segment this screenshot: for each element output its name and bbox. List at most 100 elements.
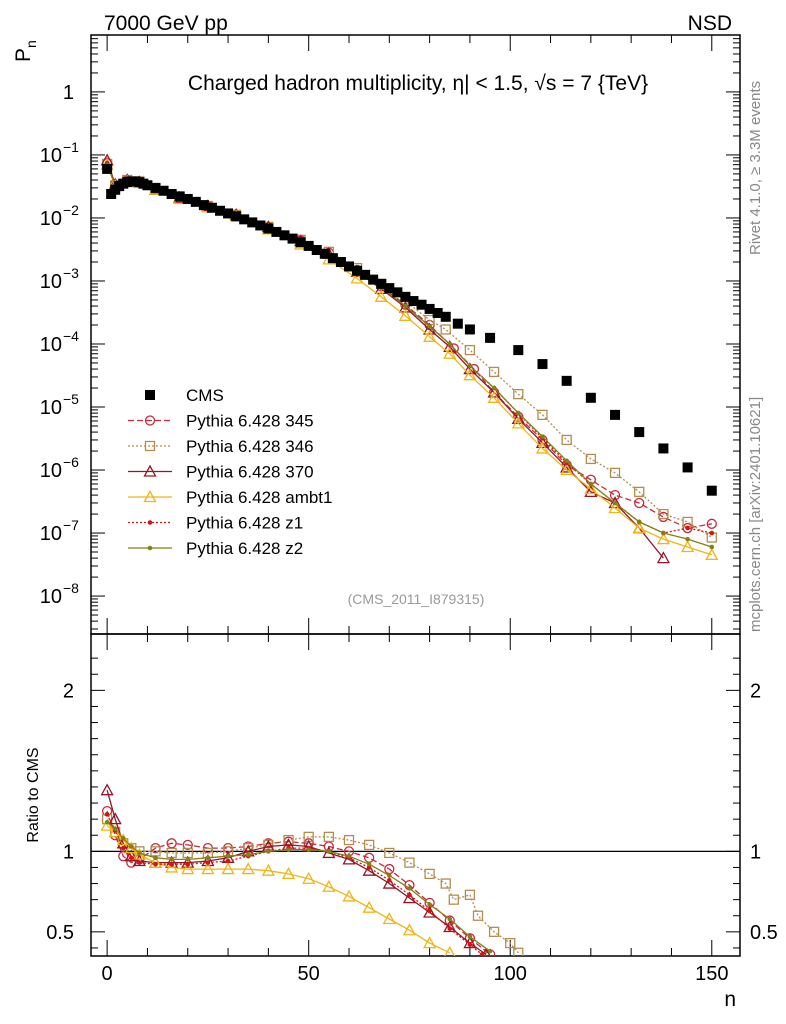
cms-point xyxy=(223,208,234,219)
ratio-line-ambt1 xyxy=(106,825,451,954)
ratio-y-tick-label: 2 xyxy=(63,680,74,702)
ratio-panel: 0 50 100 150 n Ratio to CMS 0.5 0.5 1 1 2 2 xyxy=(25,633,778,1011)
series-point-z1 xyxy=(709,530,715,536)
series-point-ambt1 xyxy=(423,329,437,342)
ratio-point-ambt1 xyxy=(221,862,235,875)
cms-point xyxy=(352,265,363,276)
legend-marker-z1 xyxy=(147,520,153,525)
ratio-point-ambt1 xyxy=(124,841,138,854)
ratio-point-z1 xyxy=(407,892,412,898)
ratio-point-p370 xyxy=(342,852,356,865)
legend-label-z2: Pythia 6.428 z2 xyxy=(186,539,303,558)
cms-point xyxy=(343,261,354,272)
ratio-point-ambt1 xyxy=(181,862,195,875)
series-point-ambt1 xyxy=(632,521,646,534)
ratio-point-ambt1 xyxy=(116,833,130,846)
ratio-point-z2 xyxy=(386,873,392,878)
ratio-point-z1 xyxy=(129,855,134,861)
ratio-point-p370 xyxy=(108,812,122,825)
ratio-point-p346 xyxy=(464,889,476,900)
series-point-z2 xyxy=(540,434,545,439)
cms-point xyxy=(182,193,193,204)
cms-point xyxy=(464,324,475,335)
ratio-point-z1 xyxy=(479,952,485,956)
ratio-point-z2 xyxy=(447,916,453,922)
series-point-z2 xyxy=(447,341,453,347)
ratio-point-p370 xyxy=(423,905,437,918)
cms-point xyxy=(102,163,113,174)
series-point-p346 xyxy=(658,508,669,520)
cms-point xyxy=(424,303,435,314)
cms-point xyxy=(158,185,169,196)
x-tick-label: 50 xyxy=(298,963,320,985)
series-point-ambt1 xyxy=(443,346,457,359)
ratio-point-p346 xyxy=(424,868,435,880)
ratio-point-p345 xyxy=(363,852,375,863)
ratio-point-z1 xyxy=(153,861,158,867)
cms-point xyxy=(400,291,411,302)
ratio-point-z1 xyxy=(427,908,432,914)
ratio-point-z2 xyxy=(467,934,473,939)
cms-point xyxy=(610,409,621,420)
y-tick-label: 10−3 xyxy=(40,265,79,293)
cms-point xyxy=(706,485,717,496)
series-point-p346 xyxy=(537,409,548,421)
ratio-point-p346 xyxy=(323,831,334,843)
ratio-point-z2 xyxy=(266,849,271,854)
ratio-point-z2 xyxy=(137,850,142,856)
series-point-p346 xyxy=(561,434,572,446)
cms-point xyxy=(376,278,387,289)
ratio-point-z2 xyxy=(346,853,352,859)
cms-point xyxy=(150,182,161,193)
ratio-point-z1 xyxy=(225,858,231,864)
ratio-point-p346 xyxy=(513,947,524,956)
ratio-point-p370 xyxy=(402,891,417,904)
series-point-z2 xyxy=(564,458,569,464)
cms-point xyxy=(303,240,314,251)
cms-point xyxy=(513,345,524,356)
series-point-ambt1 xyxy=(535,441,550,454)
ratio-point-z2 xyxy=(205,855,211,861)
ratio-point-ambt1 xyxy=(302,871,316,884)
ratio-data xyxy=(100,783,524,956)
series-point-p345 xyxy=(634,497,645,509)
cms-point xyxy=(452,318,463,329)
cms-point xyxy=(319,248,330,259)
ratio-point-z2 xyxy=(427,902,432,907)
ratio-point-z2 xyxy=(104,820,110,825)
series-point-z2 xyxy=(467,363,473,369)
ratio-line-p345 xyxy=(106,810,491,955)
ratio-point-ambt1 xyxy=(342,889,356,902)
legend-label-p346: Pythia 6.428 346 xyxy=(186,437,314,456)
cms-point xyxy=(327,253,338,264)
ratio-point-z2 xyxy=(112,826,118,832)
series-point-p346 xyxy=(513,388,524,400)
cms-point xyxy=(174,191,185,202)
y-tick-label: 10−1 xyxy=(40,139,79,167)
ratio-y-tick-label-right: 1 xyxy=(750,841,761,863)
series-point-p345 xyxy=(706,518,717,529)
series-point-p370 xyxy=(535,435,550,448)
series-point-p346 xyxy=(464,344,476,356)
legend-marker-p346 xyxy=(144,440,156,452)
series-point-z2 xyxy=(685,536,690,542)
series-point-ambt1 xyxy=(584,482,598,495)
cms-point xyxy=(166,188,177,199)
cms-point xyxy=(214,205,225,216)
y-tick-exponent: −7 xyxy=(63,517,79,533)
cms-point xyxy=(368,274,379,285)
y-tick-label: 10−6 xyxy=(40,454,79,482)
ratio-point-p370 xyxy=(124,849,138,862)
ratio-point-z1 xyxy=(205,860,211,865)
ratio-point-z2 xyxy=(306,847,311,853)
series-point-ambt1 xyxy=(511,416,525,429)
ratio-point-ambt1 xyxy=(201,862,215,875)
ratio-point-z2 xyxy=(366,861,372,867)
ratio-point-z1 xyxy=(104,812,110,817)
cms-point xyxy=(271,226,282,237)
cms-point xyxy=(384,283,395,294)
cms-point xyxy=(392,287,403,298)
cms-point xyxy=(485,332,496,343)
ratio-point-p345 xyxy=(166,838,177,849)
